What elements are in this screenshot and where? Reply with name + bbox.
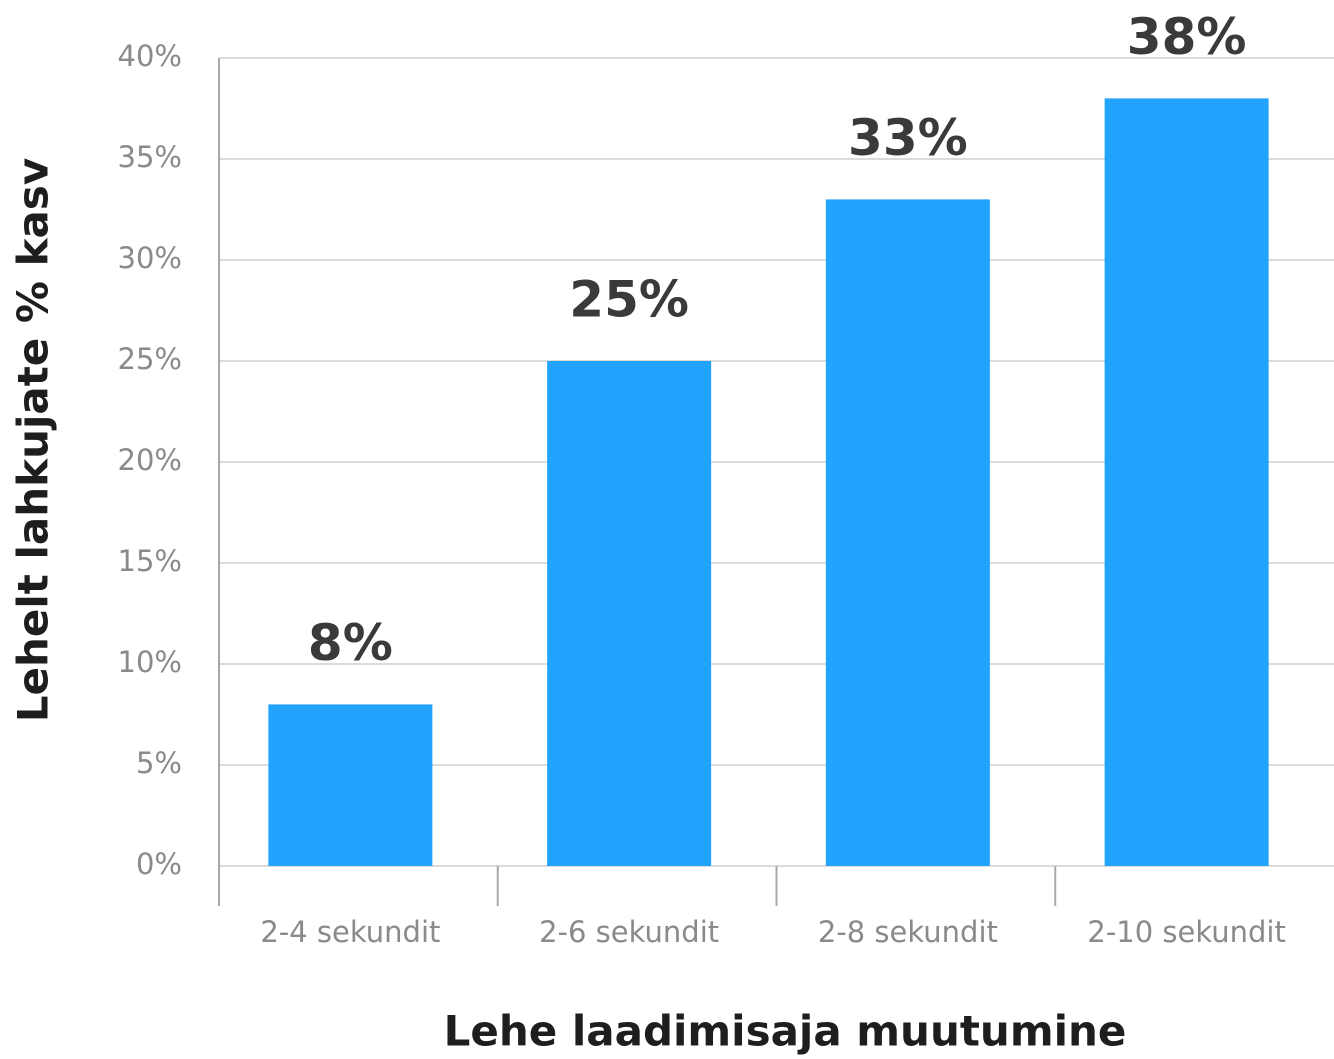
x-tick-label: 2-8 sekundit: [818, 915, 998, 949]
y-tick-label: 5%: [136, 746, 182, 780]
y-tick-label: 0%: [136, 847, 182, 881]
y-tick-label: 20%: [118, 443, 182, 477]
value-label: 25%: [569, 271, 689, 329]
bar: [825, 199, 990, 866]
x-tick-label: 2-10 sekundit: [1087, 915, 1285, 949]
x-tick-label: 2-4 sekundit: [260, 915, 440, 949]
x-axis-title: Lehe laadimisaja muutumine: [444, 1007, 1127, 1056]
y-tick-label: 25%: [118, 342, 182, 376]
bar: [1104, 98, 1269, 866]
x-tick-label: 2-6 sekundit: [539, 915, 719, 949]
y-tick-label: 35%: [118, 140, 182, 174]
y-tick-label: 15%: [118, 544, 182, 578]
bar: [268, 704, 433, 866]
bar: [547, 361, 712, 866]
y-tick-label: 30%: [118, 241, 182, 275]
value-label: 8%: [308, 614, 393, 672]
y-tick-label: 40%: [118, 39, 182, 73]
value-label: 33%: [848, 109, 968, 167]
value-label: 38%: [1127, 8, 1247, 66]
y-tick-label: 10%: [118, 645, 182, 679]
y-axis-title: Lehelt lahkujate % kasv: [9, 158, 58, 722]
